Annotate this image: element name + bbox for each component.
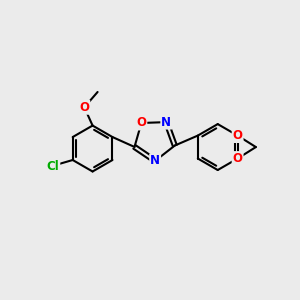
Text: N: N	[161, 116, 171, 129]
Text: O: O	[79, 101, 89, 114]
Text: Cl: Cl	[46, 160, 59, 173]
Text: O: O	[136, 116, 146, 130]
Text: O: O	[232, 129, 243, 142]
Text: O: O	[232, 152, 243, 165]
Text: N: N	[150, 154, 160, 167]
